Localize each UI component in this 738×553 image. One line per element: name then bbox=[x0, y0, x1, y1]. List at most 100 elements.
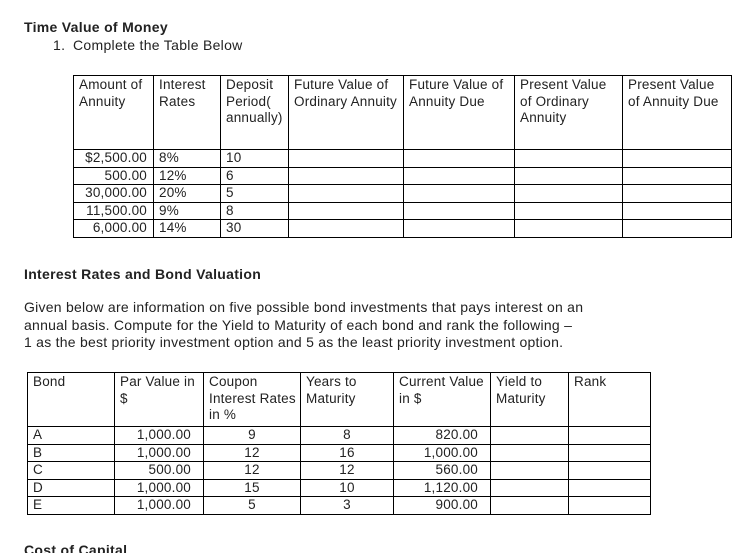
table-cell: 30 bbox=[220, 219, 289, 238]
table-cell: 5 bbox=[203, 496, 301, 515]
table-cell: C bbox=[27, 461, 115, 480]
table-cell: 12% bbox=[153, 166, 221, 185]
table-cell: 1,000.00 bbox=[114, 426, 204, 445]
table-row: 500.00 12% 6 bbox=[73, 166, 732, 185]
table-cell: 9 bbox=[203, 426, 301, 445]
paragraph-line: 1 as the best priority investment option… bbox=[24, 334, 564, 351]
empty-cell bbox=[403, 184, 515, 203]
empty-cell bbox=[490, 496, 569, 515]
empty-cell bbox=[514, 166, 623, 185]
table-cell: 20% bbox=[153, 184, 221, 203]
empty-cell bbox=[288, 184, 404, 203]
table-cell: A bbox=[27, 426, 115, 445]
list-item-text: Complete the Table Below bbox=[73, 37, 243, 53]
empty-cell bbox=[514, 219, 623, 238]
col-header-coupon-interest-rates: Coupon Interest Rates in % bbox=[203, 372, 301, 427]
empty-cell bbox=[622, 184, 732, 203]
table-cell: 12 bbox=[300, 461, 394, 480]
table-row: C 500.00 12 12 560.00 bbox=[27, 461, 651, 480]
paragraph-line: annual basis. Compute for the Yield to M… bbox=[24, 316, 573, 333]
table-cell: 820.00 bbox=[393, 426, 491, 445]
col-header-pv-ordinary-annuity: Present Value of Ordinary Annuity bbox=[514, 75, 623, 150]
table-row: D 1,000.00 15 10 1,120.00 bbox=[27, 478, 651, 497]
table-cell: B bbox=[27, 443, 115, 462]
table-row: E 1,000.00 5 3 900.00 bbox=[27, 496, 651, 515]
table-cell: 8 bbox=[300, 426, 394, 445]
empty-cell bbox=[622, 219, 732, 238]
bond-table: Bond Par Value in $ Coupon Interest Rate… bbox=[27, 372, 651, 515]
col-header-deposit-period: Deposit Period( annually) bbox=[220, 75, 289, 150]
table-row: 11,500.00 9% 8 bbox=[73, 201, 732, 220]
table-cell: 11,500.00 bbox=[73, 201, 154, 220]
empty-cell bbox=[490, 443, 569, 462]
table-cell: 6,000.00 bbox=[73, 219, 154, 238]
table-cell: 12 bbox=[203, 443, 301, 462]
table-row: A 1,000.00 9 8 820.00 bbox=[27, 426, 651, 445]
col-header-yield-to-maturity: Yield to Maturity bbox=[490, 372, 569, 427]
table-cell: 12 bbox=[203, 461, 301, 480]
table-cell: 9% bbox=[153, 201, 221, 220]
empty-cell bbox=[568, 496, 651, 515]
col-header-par-value: Par Value in $ bbox=[114, 372, 204, 427]
empty-cell bbox=[288, 149, 404, 168]
empty-cell bbox=[403, 201, 515, 220]
table-cell: E bbox=[27, 496, 115, 515]
empty-cell bbox=[622, 201, 732, 220]
table-cell: 10 bbox=[220, 149, 289, 168]
table-cell: 500.00 bbox=[73, 166, 154, 185]
empty-cell bbox=[490, 426, 569, 445]
empty-cell bbox=[622, 166, 732, 185]
empty-cell bbox=[288, 201, 404, 220]
table-cell: 10 bbox=[300, 478, 394, 497]
col-header-rank: Rank bbox=[568, 372, 651, 427]
col-header-interest-rates: Interest Rates bbox=[153, 75, 221, 150]
empty-cell bbox=[514, 149, 623, 168]
table-cell: 8% bbox=[153, 149, 221, 168]
table-row: 30,000.00 20% 5 bbox=[73, 184, 732, 203]
empty-cell bbox=[568, 443, 651, 462]
empty-cell bbox=[490, 461, 569, 480]
col-header-amount-of-annuity: Amount of Annuity bbox=[73, 75, 154, 150]
empty-cell bbox=[288, 219, 404, 238]
table-cell: 16 bbox=[300, 443, 394, 462]
table-cell: 1,000.00 bbox=[114, 496, 204, 515]
annuity-table-header-row: Amount of Annuity Interest Rates Deposit… bbox=[73, 75, 732, 150]
table-cell: 1,120.00 bbox=[393, 478, 491, 497]
col-header-pv-annuity-due: Present Value of Annuity Due bbox=[622, 75, 732, 150]
list-item-number: 1. bbox=[53, 37, 66, 53]
table-cell: 15 bbox=[203, 478, 301, 497]
table-row: 6,000.00 14% 30 bbox=[73, 219, 732, 238]
section-title-time-value-of-money: Time Value of Money bbox=[24, 19, 168, 35]
annuity-table: Amount of Annuity Interest Rates Deposit… bbox=[73, 75, 732, 238]
col-header-bond: Bond bbox=[27, 372, 115, 427]
col-header-fv-ordinary-annuity: Future Value of Ordinary Annuity bbox=[288, 75, 404, 150]
numbered-list-item: 1. Complete the Table Below bbox=[53, 37, 243, 53]
table-cell: D bbox=[27, 478, 115, 497]
table-cell: 560.00 bbox=[393, 461, 491, 480]
table-cell: $2,500.00 bbox=[73, 149, 154, 168]
table-cell: 30,000.00 bbox=[73, 184, 154, 203]
table-cell: 1,000.00 bbox=[114, 478, 204, 497]
empty-cell bbox=[568, 461, 651, 480]
paragraph-line: Given below are information on five poss… bbox=[24, 299, 584, 315]
col-header-current-value: Current Value in $ bbox=[393, 372, 491, 427]
empty-cell bbox=[514, 201, 623, 220]
table-cell: 8 bbox=[220, 201, 289, 220]
empty-cell bbox=[622, 149, 732, 168]
table-cell: 900.00 bbox=[393, 496, 491, 515]
empty-cell bbox=[568, 478, 651, 497]
table-cell: 1,000.00 bbox=[393, 443, 491, 462]
table-cell: 3 bbox=[300, 496, 394, 515]
empty-cell bbox=[403, 219, 515, 238]
col-header-years-to-maturity: Years to Maturity bbox=[300, 372, 394, 427]
empty-cell bbox=[568, 426, 651, 445]
table-cell: 14% bbox=[153, 219, 221, 238]
table-row: $2,500.00 8% 10 bbox=[73, 149, 732, 168]
bond-instructions-paragraph: Given below are information on five poss… bbox=[24, 299, 583, 352]
empty-cell bbox=[403, 166, 515, 185]
table-cell: 6 bbox=[220, 166, 289, 185]
empty-cell bbox=[490, 478, 569, 497]
empty-cell bbox=[403, 149, 515, 168]
table-row: B 1,000.00 12 16 1,000.00 bbox=[27, 443, 651, 462]
